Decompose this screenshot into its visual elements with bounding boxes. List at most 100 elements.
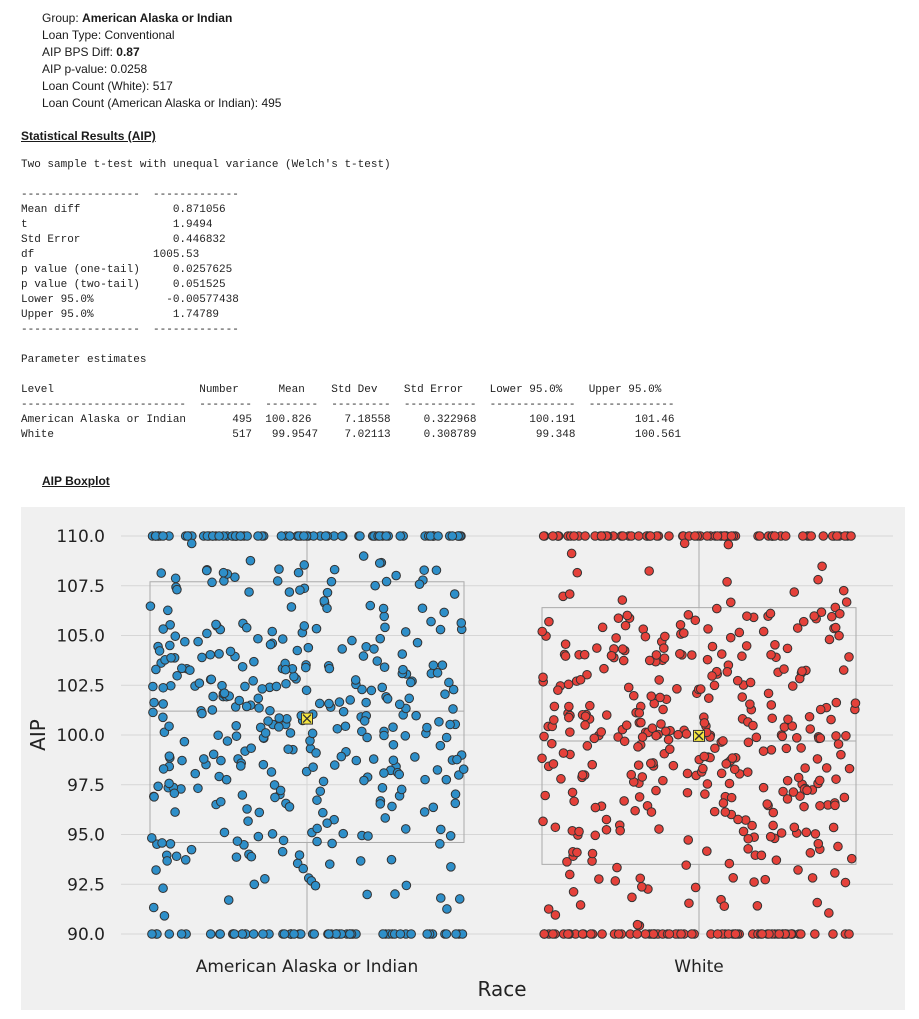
data-point — [289, 929, 299, 939]
data-point — [176, 929, 187, 939]
data-point — [651, 785, 661, 796]
data-point — [381, 531, 391, 541]
y-tick-label: 110.0 — [56, 527, 105, 547]
data-point — [350, 675, 361, 685]
data-point — [241, 622, 252, 633]
data-point — [791, 733, 802, 743]
data-point — [804, 711, 815, 722]
data-point — [782, 643, 793, 654]
data-point — [707, 641, 718, 652]
data-point — [270, 792, 280, 803]
data-point — [275, 785, 286, 796]
data-point — [815, 733, 826, 744]
data-point — [812, 897, 823, 908]
data-point — [231, 731, 242, 741]
data-point — [564, 869, 575, 880]
data-point — [248, 676, 258, 686]
data-point — [844, 929, 854, 939]
data-point — [618, 655, 629, 666]
data-point — [687, 929, 697, 939]
data-point — [540, 790, 550, 801]
data-point — [338, 706, 349, 717]
data-point — [345, 695, 356, 705]
data-point — [800, 763, 810, 773]
data-point — [702, 779, 713, 789]
data-point — [828, 929, 838, 939]
data-point — [838, 665, 849, 675]
data-point — [359, 716, 370, 726]
data-point — [356, 726, 367, 737]
data-point — [690, 882, 701, 893]
data-point — [387, 801, 397, 812]
data-point — [646, 758, 656, 769]
data-point — [821, 763, 832, 773]
x-axis-title: Race — [477, 977, 526, 1001]
data-point — [743, 737, 754, 748]
data-point — [347, 635, 357, 646]
group-value: American Alaska or Indian — [82, 11, 233, 25]
data-point — [395, 531, 406, 541]
data-point — [640, 631, 651, 642]
data-point — [267, 829, 278, 839]
data-point — [211, 619, 221, 630]
data-point — [388, 722, 398, 732]
data-point — [164, 929, 175, 939]
data-point — [390, 889, 400, 899]
data-point — [537, 753, 547, 764]
data-point — [432, 765, 443, 775]
data-point — [219, 827, 230, 838]
data-point — [628, 690, 639, 701]
loan-type-line: Loan Type: Conventional — [42, 28, 175, 42]
data-point — [435, 624, 446, 635]
data-point — [186, 538, 197, 549]
data-point — [441, 774, 452, 785]
data-point — [724, 778, 735, 789]
data-point — [375, 799, 386, 809]
data-point — [177, 755, 187, 766]
data-point — [560, 639, 571, 650]
data-point — [601, 814, 612, 825]
data-point — [400, 627, 411, 637]
data-point — [361, 641, 371, 652]
data-point — [400, 731, 411, 741]
data-point — [703, 693, 714, 703]
data-point — [312, 795, 322, 805]
data-point — [617, 644, 628, 654]
data-point — [215, 929, 226, 939]
data-point — [439, 607, 449, 618]
data-point — [754, 531, 765, 541]
data-point — [311, 623, 322, 634]
y-tick-label: 107.5 — [56, 577, 105, 597]
data-point — [277, 846, 288, 857]
data-point — [158, 883, 168, 894]
data-point — [386, 854, 397, 865]
data-point — [835, 608, 845, 619]
data-point — [589, 733, 600, 744]
data-point — [285, 728, 296, 738]
data-point — [332, 723, 343, 734]
data-point — [710, 743, 720, 754]
data-point — [265, 705, 275, 716]
data-point — [562, 857, 572, 867]
data-point — [193, 783, 203, 794]
data-point — [741, 641, 752, 651]
data-point — [180, 855, 191, 865]
data-point — [440, 689, 450, 699]
data-point — [663, 734, 674, 745]
data-point — [401, 880, 412, 891]
data-point — [232, 836, 243, 846]
data-point — [214, 648, 224, 659]
data-point — [601, 824, 612, 835]
data-point — [702, 531, 712, 541]
data-point — [742, 767, 753, 777]
data-point — [237, 790, 248, 800]
data-point — [801, 827, 812, 838]
data-point — [156, 568, 167, 578]
data-point — [249, 879, 260, 890]
data-point — [165, 838, 176, 849]
data-point — [277, 634, 288, 644]
data-point — [815, 800, 825, 811]
y-tick-label: 97.5 — [67, 776, 105, 796]
data-point — [630, 805, 640, 816]
data-point — [398, 664, 408, 675]
